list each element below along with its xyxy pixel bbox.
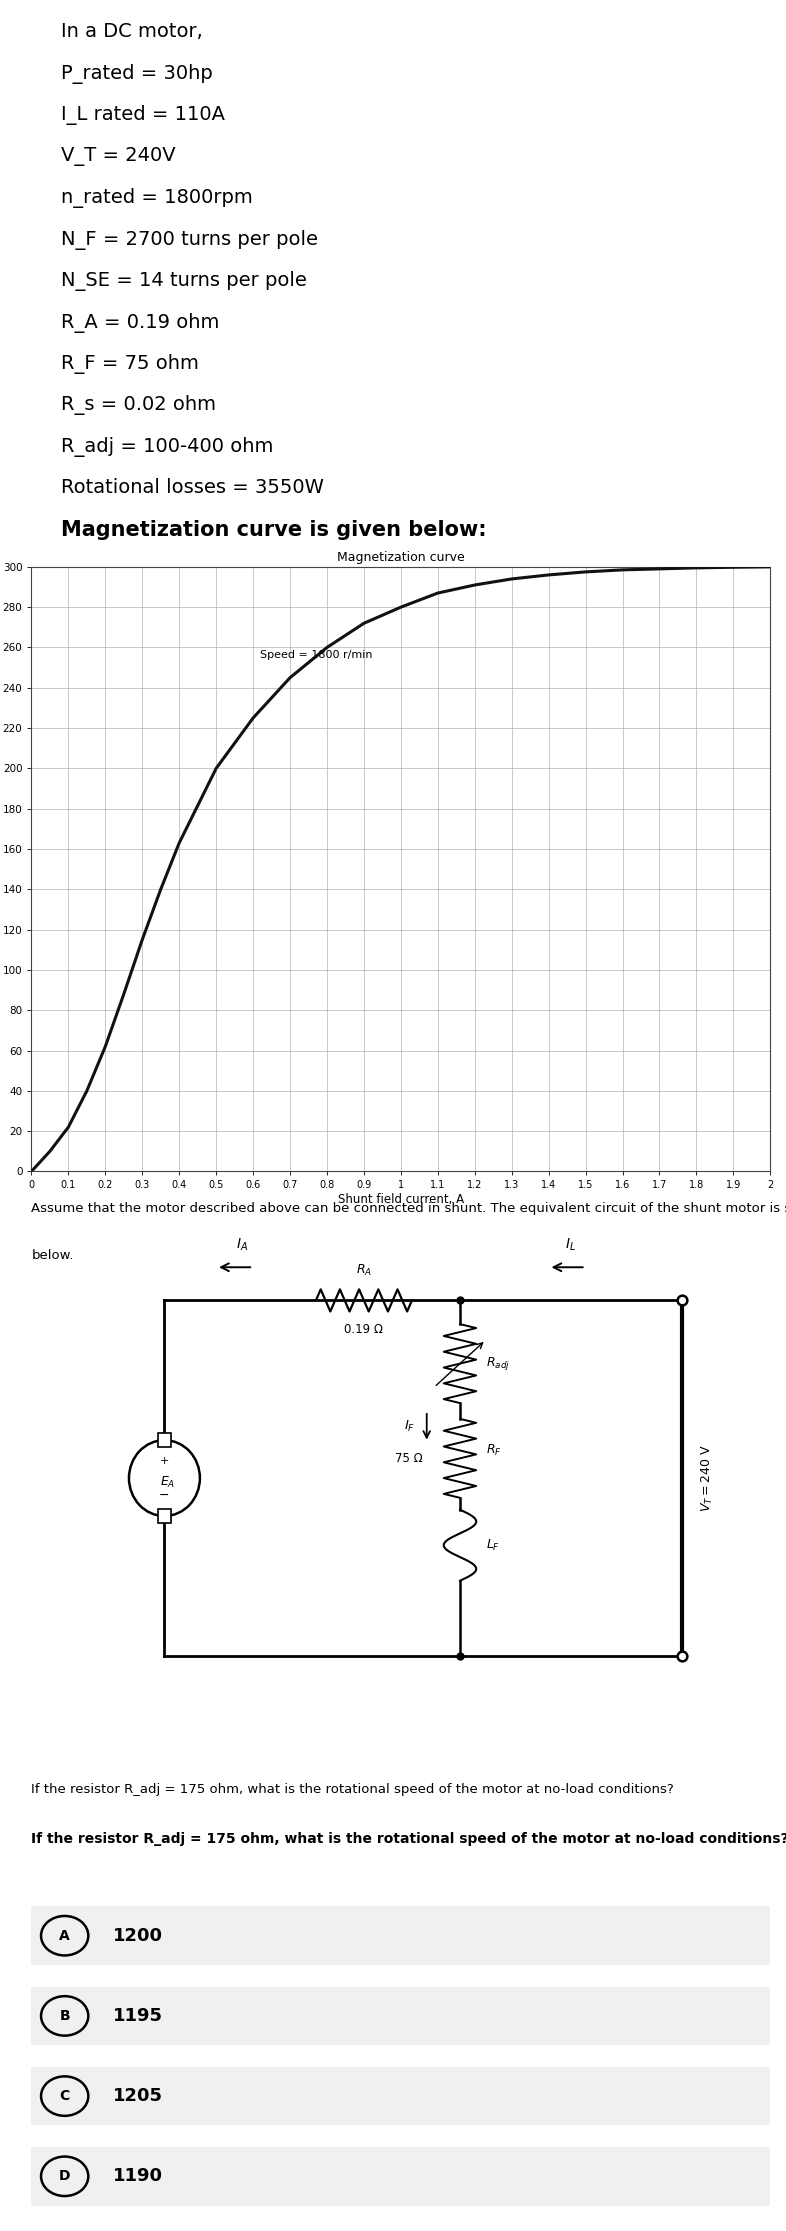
Text: $L_F$: $L_F$ [486, 1537, 500, 1553]
Text: $V_T = 240$ V: $V_T = 240$ V [700, 1443, 715, 1513]
Text: $R_F$: $R_F$ [486, 1443, 501, 1459]
Text: In a DC motor,: In a DC motor, [61, 22, 203, 42]
Text: $R_{adj}$: $R_{adj}$ [486, 1354, 510, 1372]
Text: $R_A$: $R_A$ [356, 1263, 372, 1278]
Text: $I_F$: $I_F$ [404, 1419, 416, 1435]
Text: I_L rated = 110A: I_L rated = 110A [61, 105, 225, 125]
Text: 0.19 Ω: 0.19 Ω [344, 1323, 384, 1336]
Text: D: D [59, 2169, 71, 2184]
Text: $I_L$: $I_L$ [565, 1236, 576, 1254]
Text: Rotational losses = 3550W: Rotational losses = 3550W [61, 477, 324, 498]
Text: R_s = 0.02 ohm: R_s = 0.02 ohm [61, 395, 216, 415]
Text: If the resistor R_adj = 175 ohm, what is the rotational speed of the motor at no: If the resistor R_adj = 175 ohm, what is… [31, 1832, 786, 1847]
Text: 1205: 1205 [112, 2088, 163, 2106]
Text: R_F = 75 ohm: R_F = 75 ohm [61, 355, 199, 375]
Text: R_A = 0.19 ohm: R_A = 0.19 ohm [61, 312, 219, 332]
Text: Speed = 1800 r/min: Speed = 1800 r/min [260, 649, 373, 660]
FancyBboxPatch shape [31, 2066, 770, 2126]
Title: Magnetization curve: Magnetization curve [337, 551, 465, 564]
Text: $I_A$: $I_A$ [236, 1236, 248, 1254]
Text: Assume that the motor described above can be connected in shunt. The equivalent : Assume that the motor described above ca… [31, 1203, 786, 1214]
Text: 75 Ω: 75 Ω [395, 1452, 423, 1466]
Text: N_F = 2700 turns per pole: N_F = 2700 turns per pole [61, 230, 318, 250]
Text: +: + [160, 1455, 169, 1466]
X-axis label: Shunt field current, A: Shunt field current, A [338, 1194, 464, 1207]
Text: C: C [60, 2088, 70, 2104]
Bar [158, 1508, 171, 1524]
Text: P_rated = 30hp: P_rated = 30hp [61, 65, 213, 85]
Text: 1195: 1195 [112, 2008, 163, 2026]
Text: A: A [59, 1930, 70, 1943]
Text: N_SE = 14 turns per pole: N_SE = 14 turns per pole [61, 270, 307, 290]
Text: R_adj = 100-400 ohm: R_adj = 100-400 ohm [61, 437, 274, 457]
Text: Magnetization curve is given below:: Magnetization curve is given below: [61, 520, 487, 540]
Text: 1190: 1190 [112, 2166, 163, 2186]
Text: $E_A$: $E_A$ [160, 1475, 176, 1490]
Text: B: B [60, 2008, 70, 2024]
FancyBboxPatch shape [31, 1908, 770, 1966]
Text: −: − [160, 1488, 170, 1501]
Text: If the resistor R_adj = 175 ohm, what is the rotational speed of the motor at no: If the resistor R_adj = 175 ohm, what is… [31, 1783, 674, 1796]
Text: V_T = 240V: V_T = 240V [61, 147, 175, 165]
Text: n_rated = 1800rpm: n_rated = 1800rpm [61, 187, 253, 207]
Text: below.: below. [31, 1249, 74, 1263]
Text: 1200: 1200 [112, 1928, 163, 1945]
FancyBboxPatch shape [31, 1986, 770, 2046]
FancyBboxPatch shape [31, 2146, 770, 2206]
Bar [158, 1432, 171, 1448]
